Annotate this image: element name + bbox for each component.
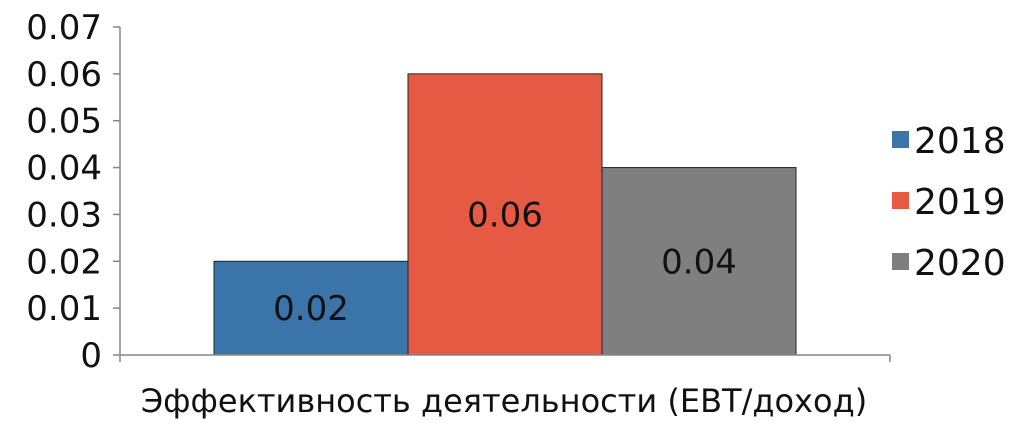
data-labels: 0.02 0.06 0.04 (273, 195, 737, 329)
legend: 2018 2019 2020 (892, 121, 1006, 284)
y-tick-label: 0.01 (26, 289, 102, 329)
y-axis: 0 0.01 0.02 0.03 0.04 0.05 0.06 0.07 (26, 8, 120, 376)
legend-label-2019: 2019 (914, 182, 1006, 223)
data-label-2018: 0.02 (273, 289, 349, 329)
legend-swatch-2018 (892, 131, 909, 148)
legend-swatch-2019 (892, 192, 909, 209)
y-tick-label: 0.03 (26, 195, 102, 235)
y-tick-label: 0.07 (26, 8, 102, 48)
data-label-2020: 0.04 (661, 242, 737, 282)
y-tick-label: 0.02 (26, 242, 102, 282)
x-axis-label: Эффективность деятельности (EBT/доход) (141, 382, 867, 419)
data-label-2019: 0.06 (467, 195, 543, 235)
y-tick-label: 0.04 (26, 149, 102, 189)
legend-swatch-2020 (892, 253, 909, 270)
y-tick-label: 0.06 (26, 55, 102, 95)
bar-2019 (407, 73, 603, 356)
bars (213, 73, 797, 356)
bar-2018 (213, 260, 409, 356)
y-tick-label: 0 (80, 336, 102, 376)
legend-label-2018: 2018 (914, 121, 1006, 162)
legend-label-2020: 2020 (914, 243, 1006, 284)
bar-2020 (601, 167, 797, 356)
axes (119, 27, 891, 362)
y-tick-label: 0.05 (26, 102, 102, 142)
